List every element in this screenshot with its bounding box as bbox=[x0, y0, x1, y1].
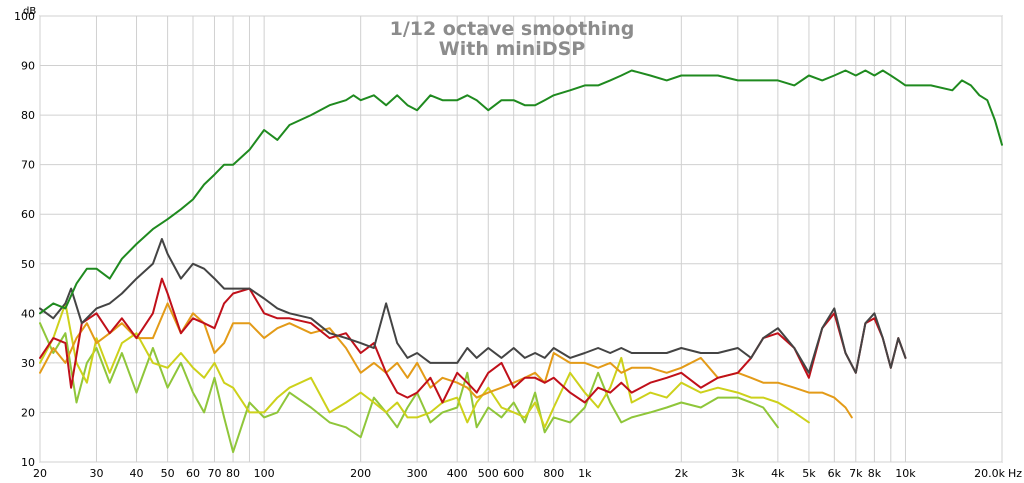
x-tick-label: 7k bbox=[849, 467, 863, 480]
y-tick-label: 60 bbox=[21, 208, 35, 221]
x-tick-label: 6k bbox=[828, 467, 842, 480]
y-tick-label: 20 bbox=[21, 406, 35, 419]
x-tick-label: 20 bbox=[33, 467, 47, 480]
y-tick-label: 10 bbox=[21, 456, 35, 469]
series-line bbox=[39, 302, 810, 429]
x-axis-ticks: 20 30 40 50 60 70 80 100 200 300 400 500 600 800 1k 2k 3… bbox=[33, 467, 1006, 480]
x-tick-label: 60 bbox=[186, 467, 200, 480]
plot-area bbox=[39, 15, 1003, 463]
x-tick-label: 4k bbox=[771, 467, 785, 480]
x-tick-label: 200 bbox=[350, 467, 371, 480]
series-group bbox=[39, 69, 1003, 454]
y-tick-label: 30 bbox=[21, 357, 35, 370]
series-line bbox=[39, 69, 1003, 315]
chart-subtitle: With miniDSP bbox=[439, 38, 585, 60]
x-axis-unit: Hz bbox=[1008, 467, 1022, 480]
x-tick-label: 100 bbox=[254, 467, 275, 480]
y-tick-label: 70 bbox=[21, 159, 35, 172]
x-tick-label: 30 bbox=[89, 467, 103, 480]
series-line bbox=[39, 277, 907, 404]
y-axis-ticks: 10 20 30 40 50 60 70 80 90 100 bbox=[14, 10, 35, 469]
x-tick-label: 50 bbox=[161, 467, 175, 480]
series-line bbox=[39, 238, 907, 374]
x-tick-label: 8k bbox=[868, 467, 882, 480]
x-tick-label: 400 bbox=[447, 467, 468, 480]
y-tick-label: 40 bbox=[21, 307, 35, 320]
y-tick-label: 80 bbox=[21, 109, 35, 122]
x-tick-label: 500 bbox=[478, 467, 499, 480]
x-tick-label: 80 bbox=[226, 467, 240, 480]
x-tick-label: 70 bbox=[207, 467, 221, 480]
x-tick-label: 300 bbox=[407, 467, 428, 480]
y-axis-label: dB bbox=[23, 6, 36, 17]
x-tick-label: 2k bbox=[675, 467, 689, 480]
y-tick-label: 50 bbox=[21, 258, 35, 271]
series-line bbox=[39, 322, 779, 454]
x-tick-label: 40 bbox=[130, 467, 144, 480]
chart-title: 1/12 octave smoothing bbox=[390, 18, 635, 40]
y-tick-label: 90 bbox=[21, 60, 35, 73]
x-tick-label: 1k bbox=[578, 467, 592, 480]
x-tick-label: 5k bbox=[802, 467, 816, 480]
x-tick-label: 600 bbox=[503, 467, 524, 480]
x-tick-label: 3k bbox=[731, 467, 745, 480]
x-tick-label: 800 bbox=[543, 467, 564, 480]
x-tick-label: 20.0k bbox=[974, 467, 1005, 480]
y-tick-label: 100 bbox=[14, 10, 35, 23]
series-line bbox=[39, 302, 853, 419]
x-tick-label: 10k bbox=[895, 467, 916, 480]
